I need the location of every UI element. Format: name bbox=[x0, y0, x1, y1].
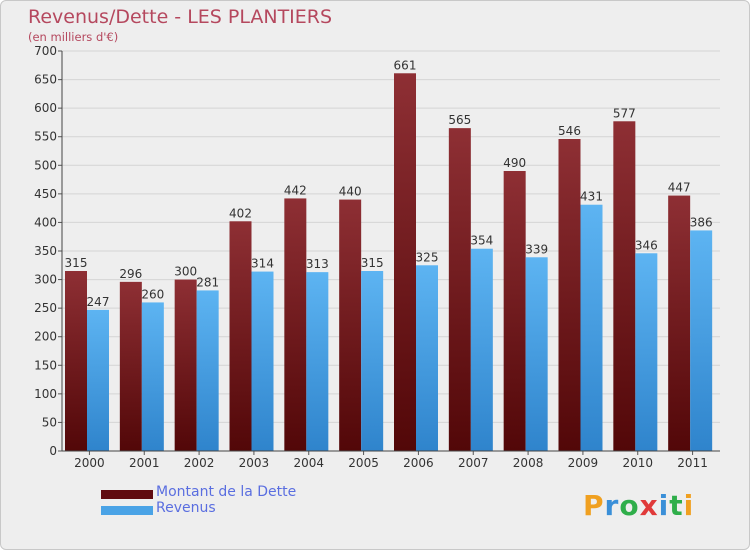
y-tick-label-300: 300 bbox=[34, 273, 57, 287]
data-label-revenue-2011: 386 bbox=[690, 215, 713, 229]
x-axis-ticks: 2000 2001 2002 2003 2004 2005 2006 2007 2008 2009… bbox=[74, 451, 708, 470]
data-label-debt-2007: 565 bbox=[448, 113, 471, 127]
data-label-debt-2010: 577 bbox=[613, 106, 636, 120]
data-label-debt-2004: 442 bbox=[284, 183, 307, 197]
legend-label-debt: Montant de la Dette bbox=[156, 484, 297, 500]
y-tick-label-200: 200 bbox=[34, 330, 57, 344]
logo-letter-0: P bbox=[583, 489, 605, 522]
chart-title: Revenus/Dette - LES PLANTIERS bbox=[28, 6, 333, 28]
data-label-debt-2002: 300 bbox=[174, 265, 197, 279]
logo-letter-3: x bbox=[639, 489, 659, 522]
data-label-revenue-2001: 260 bbox=[141, 287, 164, 301]
y-tick-label-50: 50 bbox=[42, 415, 57, 429]
bar-debt-2008 bbox=[503, 171, 526, 451]
x-tick-label-2006: 2006 bbox=[403, 456, 434, 470]
bar-revenue-2005 bbox=[361, 271, 384, 451]
bar-debt-2009 bbox=[558, 139, 581, 451]
data-label-revenue-2007: 354 bbox=[470, 234, 493, 248]
data-label-debt-2011: 447 bbox=[668, 181, 691, 195]
y-tick-label-350: 350 bbox=[34, 244, 57, 258]
y-tick-label-150: 150 bbox=[34, 358, 57, 372]
x-tick-label-2002: 2002 bbox=[184, 456, 215, 470]
bar-debt-2001 bbox=[119, 281, 142, 451]
y-tick-label-100: 100 bbox=[34, 387, 57, 401]
bar-debt-2005 bbox=[339, 199, 362, 451]
y-tick-label-700: 700 bbox=[34, 44, 57, 58]
data-label-debt-2008: 490 bbox=[503, 156, 526, 170]
data-label-debt-2003: 402 bbox=[229, 206, 252, 220]
y-tick-label-600: 600 bbox=[34, 101, 57, 115]
chart-subtitle: (en milliers d'€) bbox=[28, 30, 119, 44]
data-label-debt-2000: 315 bbox=[65, 256, 88, 270]
data-label-revenue-2008: 339 bbox=[525, 242, 548, 256]
data-label-revenue-2000: 247 bbox=[87, 295, 110, 309]
y-tick-label-450: 450 bbox=[34, 187, 57, 201]
bars bbox=[65, 73, 713, 452]
data-label-revenue-2002: 281 bbox=[196, 275, 219, 289]
grid-lines bbox=[62, 50, 720, 423]
bar-debt-2007 bbox=[448, 128, 471, 451]
logo-letter-5: t bbox=[669, 489, 684, 522]
bar-revenue-2003 bbox=[251, 271, 274, 451]
proxiti-logo: Proxiti bbox=[583, 489, 694, 522]
bar-debt-2010 bbox=[613, 121, 636, 452]
bar-revenue-2008 bbox=[525, 257, 548, 451]
x-tick-label-2011: 2011 bbox=[677, 456, 708, 470]
logo-letter-4: i bbox=[658, 489, 670, 522]
data-label-debt-2009: 546 bbox=[558, 124, 581, 138]
data-label-revenue-2004: 313 bbox=[306, 257, 329, 271]
x-tick-label-2008: 2008 bbox=[513, 456, 544, 470]
y-tick-label-500: 500 bbox=[34, 158, 57, 172]
bar-revenue-2006 bbox=[416, 265, 438, 451]
bar-revenue-2011 bbox=[690, 230, 713, 451]
x-tick-label-2007: 2007 bbox=[458, 456, 489, 470]
data-label-debt-2001: 296 bbox=[119, 267, 142, 281]
legend-label-revenue: Revenus bbox=[156, 500, 216, 516]
bar-revenue-2004 bbox=[306, 272, 329, 451]
data-label-debt-2005: 440 bbox=[339, 185, 362, 199]
bar-debt-2006 bbox=[394, 73, 416, 452]
y-tick-label-650: 650 bbox=[34, 73, 57, 87]
data-label-revenue-2006: 325 bbox=[416, 250, 439, 264]
y-tick-label-250: 250 bbox=[34, 301, 57, 315]
x-tick-label-2004: 2004 bbox=[293, 456, 324, 470]
bar-revenue-2001 bbox=[141, 302, 164, 451]
bar-revenue-2010 bbox=[635, 253, 658, 451]
y-tick-label-400: 400 bbox=[34, 215, 57, 229]
legend-swatch-debt bbox=[101, 490, 153, 499]
data-label-revenue-2003: 314 bbox=[251, 257, 274, 271]
logo-letter-6: i bbox=[683, 489, 695, 522]
axes bbox=[61, 51, 720, 452]
bar-revenue-2009 bbox=[580, 204, 603, 451]
bar-debt-2004 bbox=[284, 198, 307, 451]
bar-debt-2003 bbox=[229, 221, 252, 451]
x-tick-label-2000: 2000 bbox=[74, 456, 105, 470]
bar-revenue-2000 bbox=[87, 309, 109, 451]
data-label-revenue-2005: 315 bbox=[361, 256, 384, 270]
data-label-revenue-2010: 346 bbox=[635, 238, 658, 252]
legend-swatch-revenue bbox=[101, 506, 153, 515]
x-tick-label-2010: 2010 bbox=[622, 456, 653, 470]
bar-revenue-2007 bbox=[470, 248, 493, 451]
x-tick-label-2005: 2005 bbox=[348, 456, 379, 470]
y-axis-ticks: 0 50 100 150 200 250 300 350 400 450 500 550 600 650 7… bbox=[34, 44, 62, 458]
bar-debt-2011 bbox=[668, 195, 691, 451]
x-tick-label-2003: 2003 bbox=[239, 456, 270, 470]
logo-letter-2: o bbox=[619, 489, 640, 522]
y-tick-label-0: 0 bbox=[49, 444, 57, 458]
y-tick-label-550: 550 bbox=[34, 130, 57, 144]
bar-debt-2002 bbox=[174, 279, 197, 451]
x-tick-label-2009: 2009 bbox=[568, 456, 599, 470]
data-label-revenue-2009: 431 bbox=[580, 190, 603, 204]
x-tick-label-2001: 2001 bbox=[129, 456, 160, 470]
logo-letter-1: r bbox=[604, 489, 620, 522]
data-label-debt-2006: 661 bbox=[394, 58, 417, 72]
bar-revenue-2002 bbox=[196, 290, 219, 451]
bar-debt-2000 bbox=[65, 271, 87, 451]
